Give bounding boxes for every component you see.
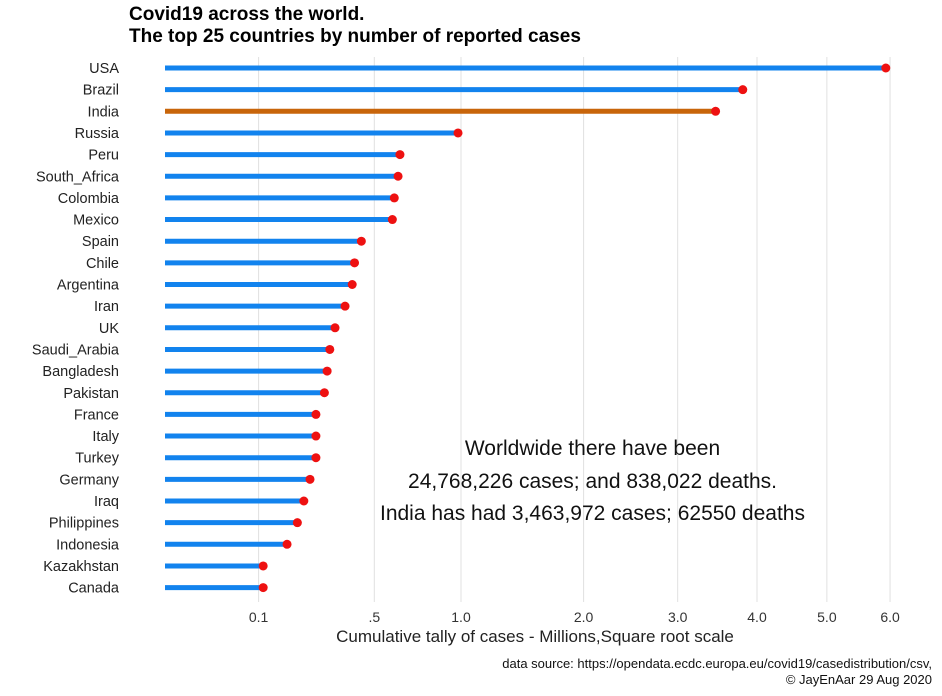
point-mexico (387, 215, 397, 225)
point-india (711, 106, 721, 116)
point-uk (330, 323, 340, 333)
y-tick-label: Bangladesh (42, 364, 119, 380)
points (258, 63, 891, 593)
y-tick-label: Peru (88, 148, 119, 164)
point-kazakhstan (258, 561, 268, 571)
point-iran (340, 301, 350, 311)
point-bangladesh (322, 366, 332, 376)
point-spain (356, 236, 366, 246)
y-tick-label: Brazil (83, 83, 119, 99)
y-tick-label: Iran (94, 299, 119, 315)
point-turkey (311, 453, 321, 463)
x-tick-label: 0.1 (249, 609, 269, 625)
y-tick-label: Saudi_Arabia (32, 342, 120, 358)
chart-subtitle: The top 25 countries by number of report… (129, 26, 581, 47)
x-axis-label: Cumulative tally of cases - Millions,Squ… (336, 627, 734, 646)
point-saudi-arabia (325, 344, 335, 354)
x-axis-ticks: 0.1 .5 1.0 2.0 3.0 4.0 5.0 6.0 (249, 609, 900, 625)
point-france (311, 409, 321, 419)
grid-lines (258, 57, 891, 602)
point-chile (350, 258, 360, 268)
y-tick-label: Iraq (94, 494, 119, 510)
copyright: © JayEnAar 29 Aug 2020 (785, 672, 932, 687)
x-tick-label: 2.0 (574, 609, 594, 625)
point-argentina (347, 280, 357, 289)
y-tick-label: Chile (86, 256, 119, 272)
annotation-line-3: India has had 3,463,972 cases; 62550 dea… (379, 502, 805, 525)
y-tick-label: India (88, 104, 120, 120)
point-indonesia (282, 539, 292, 549)
x-tick-label: 5.0 (817, 609, 837, 625)
y-tick-label: South_Africa (36, 169, 120, 185)
point-pakistan (319, 388, 329, 398)
y-tick-label: Spain (82, 234, 119, 250)
point-italy (311, 431, 321, 441)
point-colombia (389, 193, 399, 203)
y-tick-label: France (74, 407, 119, 423)
y-tick-label: Philippines (49, 516, 119, 532)
y-tick-label: Canada (68, 581, 120, 597)
x-tick-label: 4.0 (747, 609, 767, 625)
y-tick-label: UK (99, 321, 119, 337)
y-tick-label: USA (89, 61, 119, 77)
annotation-line-1: Worldwide there have been (464, 437, 721, 460)
point-peru (395, 150, 405, 160)
y-tick-label: Turkey (75, 451, 120, 467)
point-canada (258, 583, 268, 593)
summary-annotation: Worldwide there have been 24,768,226 cas… (340, 433, 845, 531)
y-tick-label: Italy (92, 429, 119, 445)
point-iraq (299, 496, 309, 506)
category-labels: USA Brazil India Russia Peru South_Africa Colo… (32, 61, 120, 597)
x-tick-label: 3.0 (668, 609, 688, 625)
x-tick-label: 1.0 (451, 609, 471, 625)
data-source: data source: https://opendata.ecdc.europ… (502, 656, 932, 671)
y-tick-label: Indonesia (56, 537, 120, 553)
annotation-line-2: 24,768,226 cases; and 838,022 deaths. (408, 469, 777, 493)
y-tick-label: Argentina (57, 278, 120, 294)
point-usa (881, 63, 891, 73)
y-tick-label: Germany (59, 472, 119, 488)
y-tick-label: Pakistan (63, 386, 119, 402)
y-tick-label: Russia (75, 126, 120, 142)
point-germany (305, 474, 315, 484)
y-tick-label: Kazakhstan (43, 559, 119, 575)
point-philippines (292, 518, 302, 528)
chart-title: Covid19 across the world. (129, 4, 365, 25)
point-brazil (738, 85, 748, 95)
stems (165, 65, 886, 591)
point-russia (453, 128, 463, 138)
point-south-africa (393, 171, 403, 181)
x-tick-label: 6.0 (880, 609, 900, 625)
y-tick-label: Colombia (58, 191, 120, 207)
x-tick-label: .5 (368, 609, 380, 625)
y-tick-label: Mexico (73, 213, 119, 229)
